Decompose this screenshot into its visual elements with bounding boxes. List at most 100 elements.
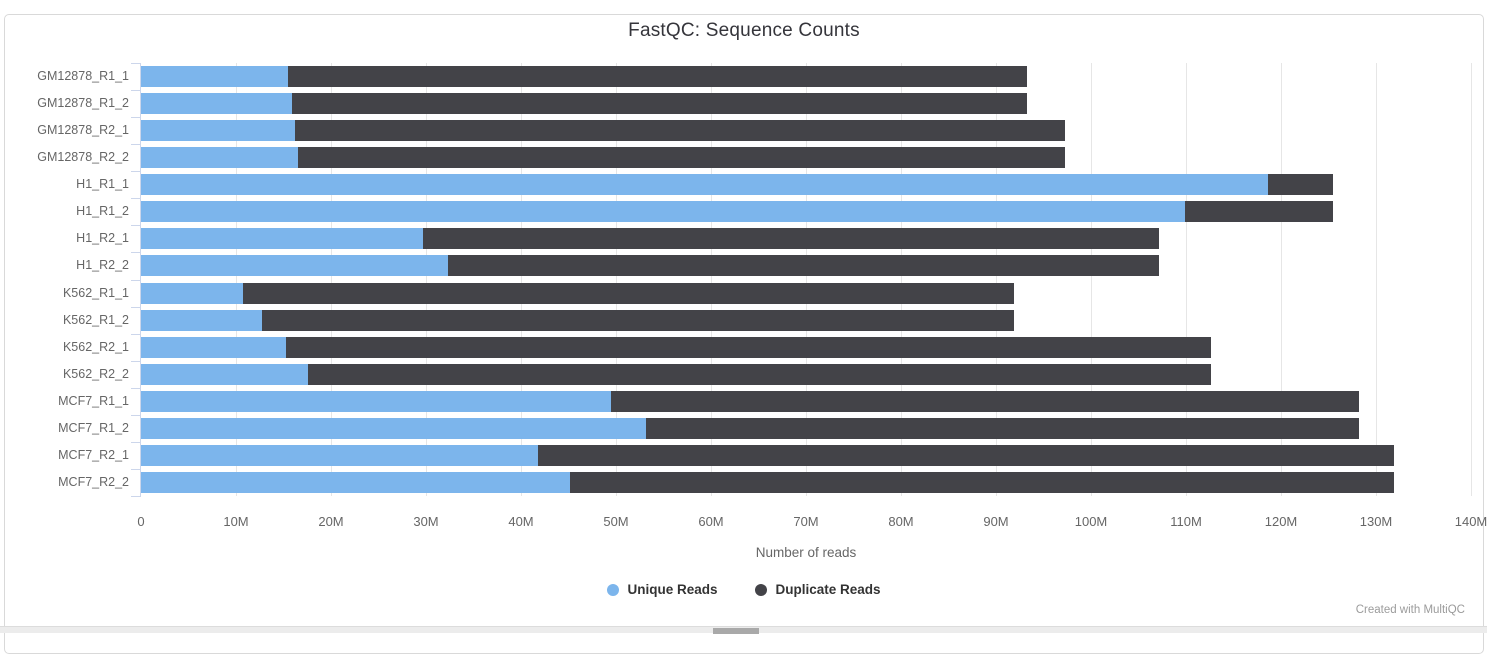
x-axis-tick-label-40M: 40M [508, 514, 534, 529]
y-axis-label-H1_R1_1: H1_R1_1 [76, 177, 129, 192]
bar-segment-unique-MCF7_R1_2[interactable] [141, 417, 647, 439]
legend-marker-duplicate-icon [755, 583, 768, 596]
bar-segment-unique-MCF7_R2_1[interactable] [141, 444, 539, 466]
bar-segment-unique-H1_R1_2[interactable] [141, 201, 1186, 223]
bar-row-GM12878_R2_2 [141, 147, 1471, 169]
bar-segment-duplicate-H1_R1_2[interactable] [1185, 201, 1334, 223]
x-axis-tick-label-70M: 70M [793, 514, 819, 529]
bar-segment-unique-K562_R1_2[interactable] [141, 309, 262, 331]
y-axis-tick [131, 361, 141, 362]
gridline [1280, 63, 1282, 496]
bar-segment-duplicate-MCF7_R1_2[interactable] [646, 417, 1359, 439]
gridline [1375, 63, 1377, 496]
bar-segment-duplicate-GM12878_R1_1[interactable] [288, 66, 1028, 88]
multiqc-credit: Created with MultiQC [1355, 604, 1465, 616]
bar-row-GM12878_R2_1 [141, 120, 1471, 142]
bar-segment-unique-H1_R2_1[interactable] [141, 228, 424, 250]
y-axis-line [140, 63, 141, 496]
bar-segment-duplicate-GM12878_R1_2[interactable] [292, 93, 1028, 115]
bar-segment-duplicate-H1_R2_2[interactable] [447, 255, 1160, 277]
x-axis-tick-labels: 0 10M 20M 30M 40M 50M 60M 70M 80M 90M 100M 110M 120M… [137, 514, 1487, 532]
y-axis-tick [131, 63, 141, 64]
bar-segment-unique-GM12878_R2_2[interactable] [141, 147, 298, 169]
bar-segment-duplicate-GM12878_R2_2[interactable] [297, 147, 1066, 169]
gridline [235, 63, 237, 496]
bar-segment-duplicate-K562_R2_1[interactable] [286, 336, 1211, 358]
horizontal-scrollbar[interactable] [0, 626, 1487, 634]
bar-segment-unique-GM12878_R2_1[interactable] [141, 120, 295, 142]
bar-row-K562_R2_2 [141, 363, 1471, 385]
legend-label-unique: Unique Reads [627, 582, 718, 597]
x-axis-tick-label-20M: 20M [318, 514, 344, 529]
x-axis-tick-label-80M: 80M [888, 514, 914, 529]
legend-marker-unique-icon [607, 583, 620, 596]
bar-segment-unique-GM12878_R1_1[interactable] [141, 66, 289, 88]
gridline [520, 63, 522, 496]
x-axis-tick-label-130M: 130M [1359, 514, 1393, 529]
bar-row-K562_R1_2 [141, 309, 1471, 331]
y-axis-label-K562_R2_1: K562_R2_1 [62, 339, 129, 354]
legend-item-duplicate-reads[interactable]: Duplicate Reads [755, 582, 881, 597]
bar-segment-duplicate-GM12878_R2_1[interactable] [294, 120, 1066, 142]
y-axis-label-MCF7_R1_2: MCF7_R1_2 [58, 420, 129, 435]
y-axis-label-MCF7_R1_1: MCF7_R1_1 [58, 393, 129, 408]
bar-segment-duplicate-MCF7_R2_2[interactable] [570, 471, 1395, 493]
bar-segment-unique-H1_R1_1[interactable] [141, 174, 1268, 196]
bar-segment-duplicate-MCF7_R1_1[interactable] [611, 390, 1359, 412]
y-axis-tick [131, 388, 141, 389]
bar-row-H1_R2_2 [141, 255, 1471, 277]
y-axis-tick [131, 225, 141, 226]
bar-row-MCF7_R1_2 [141, 417, 1471, 439]
y-axis-tick [131, 307, 141, 308]
y-axis-tick [131, 144, 141, 145]
x-axis-tick-label-30M: 30M [413, 514, 439, 529]
gridline [425, 63, 427, 496]
bar-segment-unique-K562_R1_1[interactable] [141, 282, 243, 304]
y-axis-tick [131, 469, 141, 470]
bar-segment-unique-MCF7_R2_2[interactable] [141, 471, 571, 493]
x-axis-tick-label-140M: 140M [1454, 514, 1487, 529]
y-axis-labels: GM12878_R1_1 GM12878_R1_2 GM12878_R2_1 GM12… [5, 63, 129, 496]
x-axis-tick-label-10M: 10M [223, 514, 249, 529]
bar-segment-duplicate-K562_R1_1[interactable] [242, 282, 1015, 304]
y-axis-label-GM12878_R2_1: GM12878_R2_1 [37, 123, 129, 138]
bar-segment-duplicate-K562_R1_2[interactable] [261, 309, 1015, 331]
legend-label-duplicate: Duplicate Reads [775, 582, 881, 597]
y-axis-label-K562_R2_2: K562_R2_2 [62, 366, 129, 381]
scrollbar-thumb[interactable] [713, 628, 759, 634]
bar-segment-duplicate-H1_R1_1[interactable] [1267, 174, 1334, 196]
plot-area [141, 63, 1472, 496]
y-axis-label-MCF7_R2_2: MCF7_R2_2 [58, 474, 129, 489]
x-axis-title: Number of reads [755, 545, 857, 560]
bar-row-MCF7_R2_1 [141, 444, 1471, 466]
bar-row-MCF7_R2_2 [141, 471, 1471, 493]
bar-segment-unique-H1_R2_2[interactable] [141, 255, 448, 277]
gridline [995, 63, 997, 496]
gridline [615, 63, 617, 496]
gridline [900, 63, 902, 496]
gridline [1185, 63, 1187, 496]
y-axis-label-GM12878_R2_2: GM12878_R2_2 [37, 150, 129, 165]
y-axis-tick [131, 415, 141, 416]
bar-row-K562_R2_1 [141, 336, 1471, 358]
bar-segment-unique-K562_R2_2[interactable] [141, 363, 309, 385]
bar-segment-unique-K562_R2_1[interactable] [141, 336, 287, 358]
gridline [1470, 63, 1472, 496]
y-axis-label-GM12878_R1_1: GM12878_R1_1 [37, 69, 129, 83]
bar-row-K562_R1_1 [141, 282, 1471, 304]
y-axis-tick [131, 198, 141, 199]
y-axis-label-K562_R1_2: K562_R1_2 [62, 312, 129, 327]
x-axis-tick-label-110M: 110M [1170, 514, 1202, 529]
bar-row-H1_R1_1 [141, 174, 1471, 196]
bar-segment-unique-MCF7_R1_1[interactable] [141, 390, 612, 412]
y-axis-tick [131, 280, 141, 281]
legend-item-unique-reads[interactable]: Unique Reads [607, 582, 717, 597]
bar-segment-duplicate-K562_R2_2[interactable] [308, 363, 1211, 385]
y-axis-tick [131, 252, 141, 253]
y-axis-tick [131, 334, 141, 335]
bar-segment-unique-GM12878_R1_2[interactable] [141, 93, 293, 115]
bar-segment-duplicate-MCF7_R2_1[interactable] [538, 444, 1395, 466]
y-axis-tick [131, 496, 141, 497]
bar-segment-duplicate-H1_R2_1[interactable] [423, 228, 1160, 250]
y-axis-label-MCF7_R2_1: MCF7_R2_1 [58, 447, 129, 462]
